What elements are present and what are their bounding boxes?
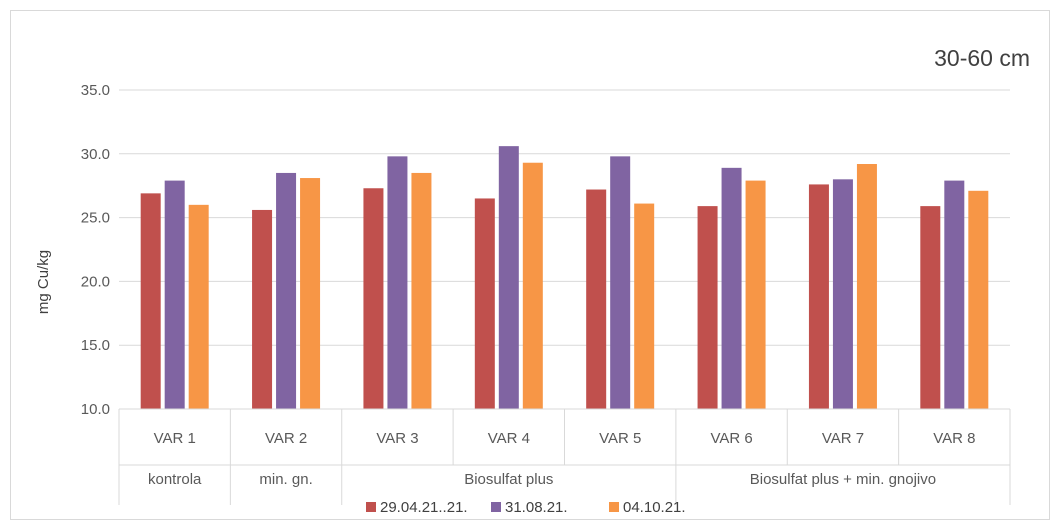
legend: 29.04.21..21. 31.08.21. 04.10.21. (366, 499, 686, 516)
y-tick-label: 25.0 (81, 210, 110, 227)
group-label: Biosulfat plus (464, 471, 553, 488)
x-tick-label: VAR 5 (599, 430, 641, 447)
x-tick-label: VAR 2 (265, 430, 307, 447)
y-tick-label: 10.0 (81, 401, 110, 418)
bar-var3-series-1 (363, 188, 384, 409)
bar-var4-series-3 (522, 162, 543, 409)
bar-var6-series-3 (745, 180, 766, 409)
x-tick-label: VAR 4 (488, 430, 530, 447)
bar-var6-series-2 (721, 167, 742, 409)
y-axis-title: mg Cu/kg (35, 250, 52, 314)
legend-label-2: 31.08.21. (505, 499, 568, 516)
legend-swatch-3 (609, 502, 619, 512)
bar-var1-series-2 (164, 180, 185, 409)
y-tick-label: 30.0 (81, 146, 110, 163)
bar-var7-series-2 (832, 179, 853, 409)
y-tick-label: 20.0 (81, 273, 110, 290)
x-tick-label: VAR 6 (710, 430, 752, 447)
x-tick-label: VAR 7 (822, 430, 864, 447)
legend-swatch-1 (366, 502, 376, 512)
bar-var5-series-1 (586, 189, 607, 409)
bar-var7-series-3 (856, 164, 877, 409)
y-tick-label: 35.0 (81, 82, 110, 99)
bar-var8-series-3 (968, 190, 989, 409)
legend-label-1: 29.04.21..21. (380, 499, 468, 516)
bar-var3-series-3 (411, 172, 432, 409)
chart-title: 30-60 cm (934, 45, 1030, 71)
bar-var2-series-1 (252, 209, 273, 409)
bar-var3-series-2 (387, 156, 408, 409)
group-label: Biosulfat plus + min. gnojivo (750, 471, 936, 488)
bars (140, 146, 989, 410)
bar-var7-series-1 (808, 184, 829, 409)
x-tick-label: VAR 3 (376, 430, 418, 447)
bar-var5-series-3 (634, 203, 655, 409)
group-label: min. gn. (259, 471, 312, 488)
bar-var4-series-2 (498, 146, 519, 410)
group-label: kontrola (148, 471, 202, 488)
bar-var8-series-1 (920, 206, 941, 409)
bar-var8-series-2 (944, 180, 965, 409)
x-tick-label: VAR 8 (933, 430, 975, 447)
legend-swatch-2 (491, 502, 501, 512)
bar-var2-series-3 (300, 178, 321, 409)
x-axis: VAR 1 VAR 2 VAR 3 VAR 4 VAR 5 VAR 6 VAR 7 VAR 8… (118, 408, 1011, 505)
bar-var4-series-1 (474, 198, 495, 409)
x-tick-label: VAR 1 (154, 430, 196, 447)
bar-var2-series-2 (276, 172, 297, 409)
legend-label-3: 04.10.21. (623, 499, 686, 516)
y-tick-label: 15.0 (81, 337, 110, 354)
bar-var1-series-3 (188, 204, 209, 409)
bar-var5-series-2 (610, 156, 631, 409)
bar-var6-series-1 (697, 206, 718, 409)
bar-var1-series-1 (140, 193, 161, 409)
